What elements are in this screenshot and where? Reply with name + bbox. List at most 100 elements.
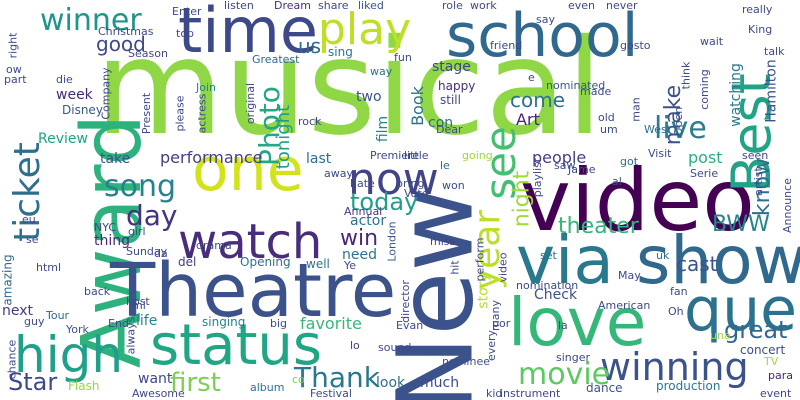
word-come: come [510,88,566,112]
word-annual: Annual [344,205,383,218]
word-nomination: nomination [516,279,579,292]
word-away: away [324,167,353,180]
word-via: via [516,222,614,299]
word-girl: girl [128,225,146,238]
word-performance: performance [160,148,263,167]
word-artist: artist [751,167,765,196]
word-always: always [124,316,138,355]
word-film: film [375,115,392,143]
word-vote: Vote [404,187,429,200]
word-um: um [600,123,618,136]
word-kid: kid [486,387,503,400]
word-never: never [606,0,638,12]
word-post: post [688,148,723,167]
word-tv: TV [764,355,779,368]
word-announce: Announce [780,178,794,233]
word-eu: eu [22,213,36,226]
word-disney: Disney [62,103,103,117]
word-big: big [270,317,288,330]
word-high: high [14,326,124,384]
word-nyc: NYC [94,221,117,234]
word-sound: sound [378,341,412,354]
word-love: love [508,284,647,361]
word-wait: wait [700,35,724,48]
word-event: event [760,387,792,400]
word-greatest: Greatest [252,53,300,66]
word-little: little [404,149,429,162]
word-flash: Flash [68,379,100,393]
word-premiere: Premiere [370,149,420,162]
word-friend: friend [490,39,523,52]
word-para: para [768,369,793,382]
word-mi: mi [132,299,146,312]
word-fan: fan [670,285,688,298]
word-director: director [398,280,412,323]
word-king: King [748,23,773,36]
word-book: Book [407,86,427,126]
word-production: production [656,379,721,393]
word-night: night [509,170,535,228]
word-take: take [100,151,131,167]
word-chance: chance [5,339,19,380]
word-show: show [636,222,800,299]
word-theater: theater [558,214,639,239]
word-con: con [428,115,454,131]
word-dance: dance [586,381,623,395]
word-may: May [618,269,641,282]
word-singer: singer [556,351,591,364]
word-share: share [318,0,349,12]
word-drama: drama [196,239,232,252]
word-think: think [679,61,693,90]
word-sing: sing [328,45,353,59]
word-html: html [36,261,62,274]
word-nominee: nominee [442,355,490,368]
word-video: video [520,151,755,251]
word-first: first [170,368,221,398]
word-got: got [620,155,639,168]
word-ow: ow [6,63,22,76]
word-tour: Tour [46,309,70,322]
word-happy: happy [438,79,476,93]
word-evan: Evan [396,319,424,332]
word-e: e [528,71,535,84]
word-two: two [356,89,382,105]
word-una: una [710,329,731,342]
word-time: time [178,0,319,67]
word-gosto: gosto [620,39,651,52]
word-man: man [629,97,643,122]
word-singing: singing [202,315,246,329]
word-work: work [470,0,497,12]
word-win: win [340,226,379,251]
word-awesome: Awesome [132,387,185,400]
word-many: many [488,300,502,331]
word-one: one [192,135,304,205]
word-del: del [178,255,197,269]
word-look: look [376,375,406,391]
word-good: good [96,32,146,56]
word-por: por [492,317,511,330]
word-talk: talk [764,45,785,58]
word-part: part [4,73,27,86]
word-art: Art [516,110,540,129]
word-american: American [598,299,651,312]
word-festival: Festival [310,387,352,400]
word-check: Check [534,287,578,303]
word-open: Open [672,106,686,137]
word-top: top [176,27,195,40]
word-life: life [136,313,158,329]
word-seen: seen [742,149,769,162]
word-que: que [684,275,798,345]
word-even: even [568,0,596,12]
word-want: want [138,371,173,387]
word-watch: watch [178,214,323,270]
word-la: la [558,319,568,332]
word-winning: winning [600,345,749,389]
word-need: need [342,247,377,263]
word-bring: bring [396,177,425,190]
word-actor: actor [350,213,387,229]
word-join: Join [196,81,217,94]
word-last: last [306,151,332,167]
word-today: today [350,188,419,216]
word-fun: fun [394,51,412,64]
word-really: really [742,3,773,16]
